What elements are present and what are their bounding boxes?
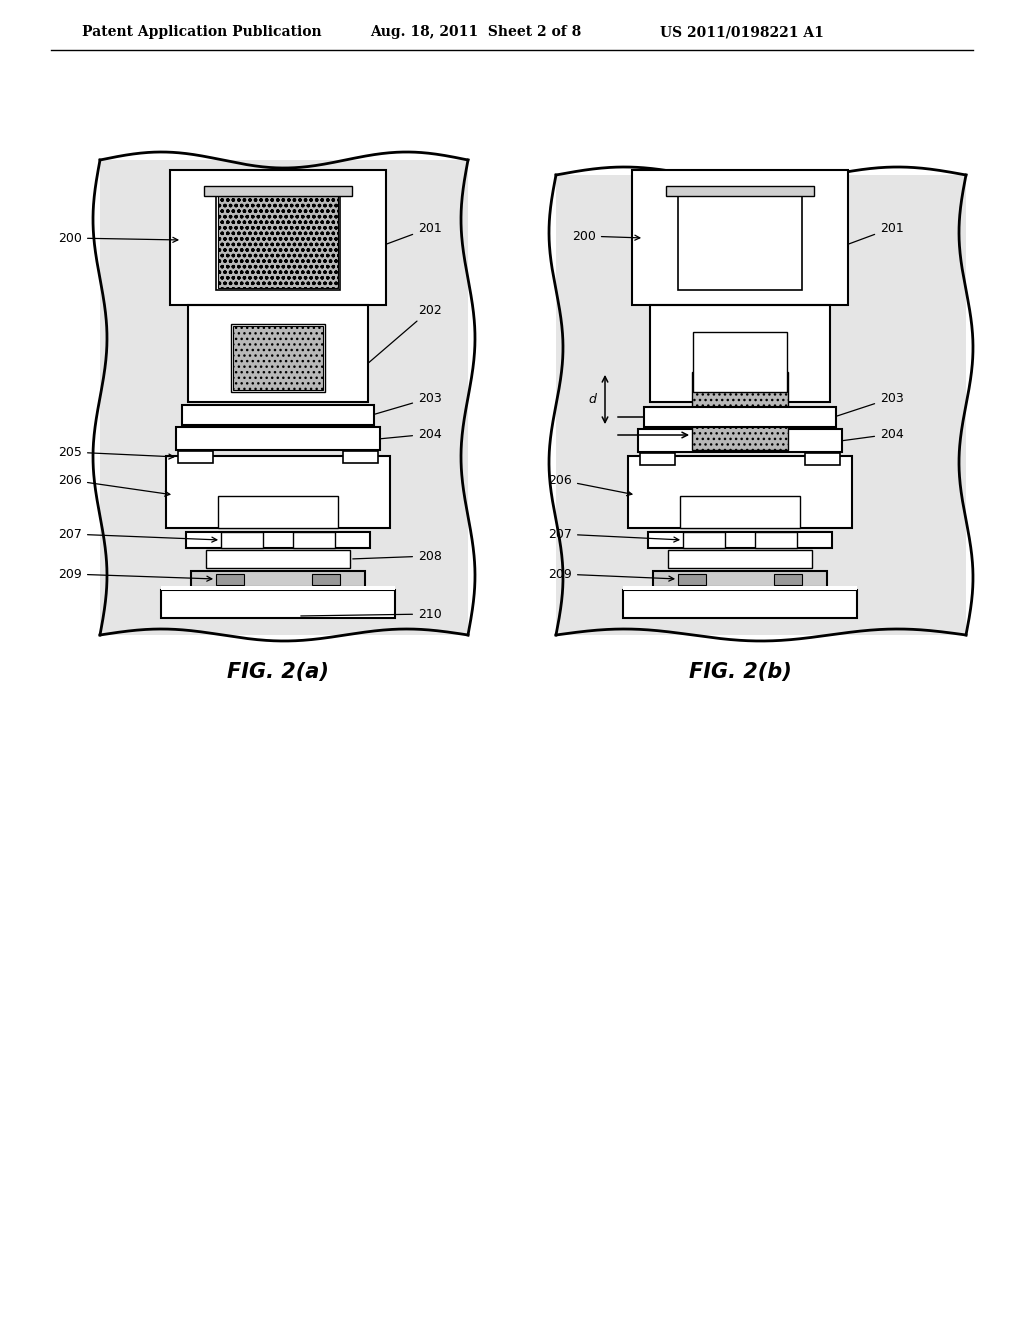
Text: 207: 207 [58,528,217,543]
Bar [755,532,797,548]
Bar [216,190,340,290]
Text: US 2011/0198221 A1: US 2011/0198221 A1 [660,25,824,40]
Bar [176,426,380,450]
Bar [638,429,842,451]
Bar [293,532,335,548]
Bar [170,170,386,305]
Text: 208: 208 [353,549,442,562]
Bar [692,372,788,450]
Bar [204,186,352,195]
Bar [650,305,830,403]
Bar [182,405,374,425]
Bar [648,532,831,548]
Bar [233,326,323,389]
Text: 209: 209 [58,568,212,581]
Text: 200: 200 [572,230,640,243]
Bar [218,496,338,528]
Bar [216,574,244,585]
Text: FIG. 2(b): FIG. 2(b) [688,663,792,682]
Bar [665,459,815,524]
Bar [176,426,380,450]
Bar [638,429,842,451]
Bar [623,590,857,618]
Bar [170,170,386,305]
Bar [632,170,848,305]
Bar [161,586,395,590]
Bar [653,572,827,587]
Bar [680,496,800,528]
Bar [178,451,213,463]
Bar [166,455,390,528]
Bar [100,160,468,635]
Bar [774,574,802,585]
Bar [188,305,368,403]
Bar [628,455,852,528]
Bar [186,532,370,548]
Bar [623,590,857,618]
Text: 200: 200 [58,231,178,244]
Bar [683,532,725,548]
Bar [186,532,370,548]
Bar [312,574,340,585]
Bar [218,191,338,288]
Text: 204: 204 [843,428,904,441]
Bar [161,590,395,618]
Bar [166,455,390,528]
Text: 203: 203 [837,392,904,416]
Text: 202: 202 [368,304,441,363]
Text: 209: 209 [548,568,674,581]
Bar [161,590,395,618]
Bar [556,176,966,635]
Bar [666,186,814,195]
Bar [623,586,857,590]
Text: Patent Application Publication: Patent Application Publication [82,25,322,40]
Bar [693,333,787,392]
Bar [203,459,353,524]
Bar [343,451,378,463]
Bar [191,572,365,587]
Bar [632,170,848,305]
Bar [221,532,263,548]
Text: 204: 204 [381,428,441,441]
Text: 207: 207 [548,528,679,543]
Bar [188,305,368,403]
Text: FIG. 2(a): FIG. 2(a) [227,663,329,682]
Text: 210: 210 [301,607,441,620]
Text: 206: 206 [548,474,632,496]
Text: 201: 201 [387,222,441,244]
Text: d: d [588,393,596,407]
Bar [231,323,325,392]
Bar [648,532,831,548]
Bar [678,190,802,290]
Bar [650,305,830,403]
Text: 205: 205 [58,446,174,459]
Text: Aug. 18, 2011  Sheet 2 of 8: Aug. 18, 2011 Sheet 2 of 8 [370,25,582,40]
Bar [628,455,852,528]
Bar [668,550,812,568]
Bar [805,453,840,465]
Bar [640,453,675,465]
Bar [206,550,350,568]
Bar [678,574,706,585]
Bar [653,572,827,587]
Text: 206: 206 [58,474,170,496]
Text: 201: 201 [849,222,904,244]
Text: 203: 203 [375,392,441,414]
Bar [191,572,365,587]
Bar [644,407,836,426]
